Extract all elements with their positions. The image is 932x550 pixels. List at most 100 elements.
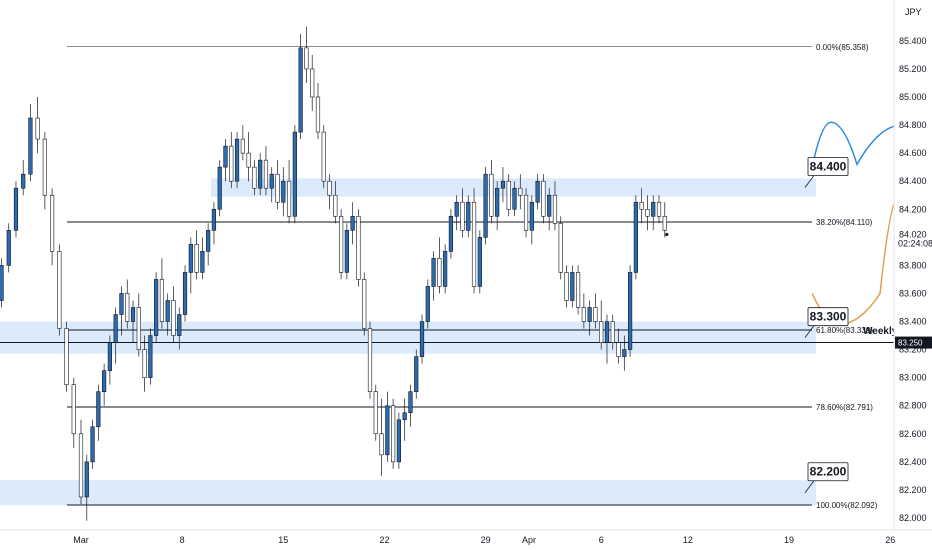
candle [159, 258, 165, 329]
candle [298, 33, 303, 140]
candle [333, 181, 338, 224]
candle [466, 195, 471, 238]
candle [425, 279, 430, 329]
price-tick-label: 83.200 [899, 345, 927, 355]
candle [344, 223, 349, 280]
currency-label: JPY [905, 7, 922, 17]
current-price-tag: 83.250 [895, 336, 932, 349]
candle [656, 195, 662, 224]
candle [419, 314, 425, 364]
candle [0, 258, 4, 308]
callout-label: 83.300 [810, 310, 847, 324]
candle [651, 195, 656, 231]
fib-label: 0.00%(85.358) [816, 43, 869, 52]
candle [373, 384, 378, 441]
price-axis-ticks[interactable]: 82.000 82.200 82.400 82.600 82.800 83.000 83.2… [899, 36, 927, 523]
price-tick-label: 83.000 [899, 373, 927, 383]
price-tick-label: 84.800 [899, 120, 927, 130]
candle [102, 363, 107, 406]
candle [177, 307, 182, 350]
candle [518, 174, 523, 210]
candle [42, 132, 47, 210]
candle [292, 125, 297, 224]
candle [610, 314, 615, 350]
candle [223, 139, 228, 182]
time-tick-label: Mar [73, 535, 89, 545]
candle [171, 286, 176, 343]
candle [622, 335, 627, 371]
candle [142, 335, 147, 392]
price-tick-label: 82.400 [899, 457, 927, 467]
price-axis-background [894, 0, 932, 530]
candle [84, 454, 89, 521]
time-tick-label: 19 [784, 535, 794, 545]
time-tick-label: 15 [278, 535, 288, 545]
candle [385, 391, 390, 462]
candle [165, 293, 170, 336]
candle [599, 300, 604, 350]
candle [547, 188, 552, 231]
candle [500, 167, 506, 203]
candle [263, 146, 269, 196]
candle [96, 384, 101, 441]
candle [408, 384, 413, 427]
price-tick-label: 82.600 [899, 429, 927, 439]
candle [338, 209, 344, 280]
fib-label: 78.60%(82.791) [816, 403, 873, 412]
candle [78, 419, 84, 504]
candle [200, 237, 205, 280]
candle [211, 202, 217, 245]
price-tick-label: 83.600 [899, 288, 927, 298]
weekly-label: Weekly [863, 326, 898, 337]
price-tick-label: 84.400 [899, 176, 927, 186]
candle [414, 349, 419, 399]
candle [90, 419, 95, 469]
candle [483, 167, 488, 245]
time-tick-label: Apr [522, 535, 536, 545]
price-tick-label: 82.000 [899, 513, 927, 523]
candle [304, 26, 309, 83]
candle [662, 202, 667, 238]
candle [130, 300, 136, 343]
candle [575, 265, 581, 315]
candle [229, 132, 234, 189]
candle [28, 104, 33, 182]
candle [448, 209, 454, 259]
candlesticks [0, 26, 669, 521]
candle [564, 265, 569, 308]
time-tick-label: 8 [180, 535, 185, 545]
time-tick-label: 22 [379, 535, 389, 545]
fibonacci-labels: 0.00%(85.358) 38.20%(84.110) 61.80%(83.339… [816, 43, 878, 510]
candle [460, 188, 465, 238]
candle [437, 237, 442, 294]
candle [310, 54, 315, 112]
candle [431, 251, 436, 301]
candle [552, 181, 558, 231]
candle [645, 195, 650, 231]
candle [113, 307, 118, 364]
callout-label: 82.200 [810, 465, 847, 479]
zone-support-mid [0, 321, 816, 354]
time-axis-ticks[interactable]: Mar8152229Apr6121926May [73, 535, 932, 545]
candle [327, 174, 332, 210]
candle [64, 321, 69, 392]
zone-resistance [211, 178, 817, 197]
candle [217, 160, 222, 217]
candle [570, 265, 575, 308]
candle [350, 202, 355, 245]
price-tick-label: 85.000 [899, 92, 927, 102]
candle [443, 244, 448, 294]
candle [275, 160, 280, 210]
candle [148, 328, 153, 385]
candle [489, 160, 494, 224]
current-price-value: 83.250 [898, 339, 923, 348]
callout-support-mid: 83.300 [804, 307, 849, 338]
candle [240, 125, 245, 161]
callout-label: 84.400 [810, 160, 847, 174]
candle [535, 174, 540, 210]
candle [281, 167, 286, 217]
candle [252, 160, 257, 196]
